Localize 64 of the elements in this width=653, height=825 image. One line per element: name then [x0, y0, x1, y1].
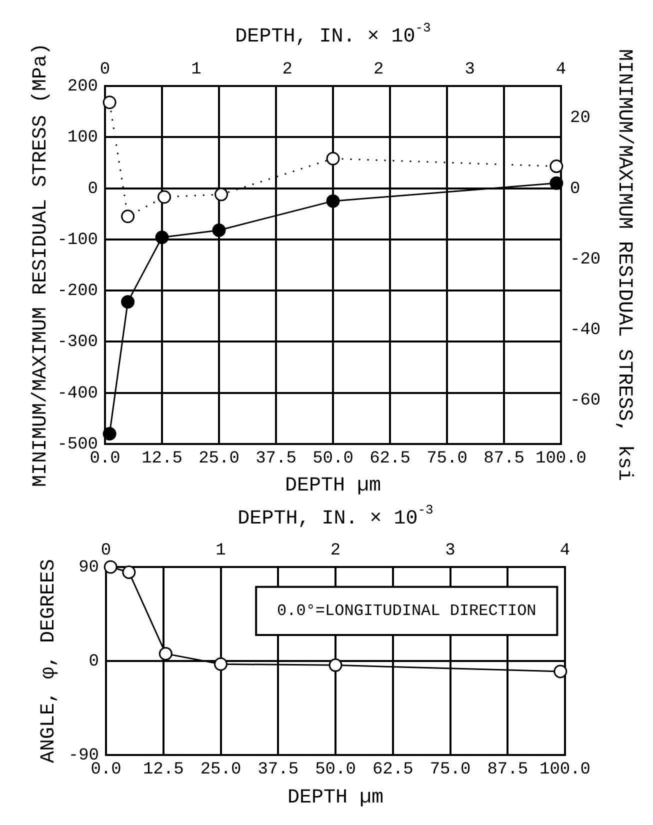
point	[326, 152, 340, 166]
x-tick-label: 12.5	[142, 450, 182, 469]
x-tick-label: 87.5	[487, 760, 528, 780]
point	[155, 230, 169, 244]
x-axis-title: DEPTH µm	[284, 474, 382, 498]
y-tick-label: 0	[88, 180, 98, 199]
x-tick-label: 25.0	[198, 450, 240, 469]
point	[121, 210, 135, 224]
x-tick-label: 62.5	[370, 450, 410, 469]
x2-tick-label: 2	[282, 60, 292, 80]
point	[214, 657, 228, 671]
y-tick-label: -100	[57, 230, 98, 250]
point	[104, 560, 118, 574]
x-tick-label: 37.5	[258, 760, 299, 780]
y2-axis-title: MINIMUM/MAXIMUM RESIDUAL STRESS, ksi	[612, 48, 636, 482]
y-tick-label: -400	[57, 384, 98, 404]
point	[102, 96, 116, 110]
x-tick-label: 62.5	[372, 760, 414, 780]
y2-tick-label: 20	[570, 109, 590, 128]
y2-tick-label: 0	[570, 180, 580, 199]
point	[550, 160, 564, 174]
x-tick-label: 50.0	[315, 760, 356, 780]
x2-tick-label: 3	[445, 541, 456, 560]
x-tick-label: 12.5	[142, 760, 184, 780]
x-tick-label: 25.0	[200, 760, 242, 780]
y-tick-label: -200	[57, 282, 98, 302]
x2-tick-label: 2	[330, 541, 341, 560]
x2-tick-label: 0	[100, 541, 112, 560]
y-axis-title: ANGLE, φ, DEGREES	[37, 558, 60, 764]
y-tick-label: 100	[67, 128, 98, 148]
x-tick-label: 75.0	[426, 450, 468, 469]
x-tick-label: 100.0	[539, 760, 591, 780]
x-axis-title: DEPTH µm	[287, 786, 384, 810]
x-tick-label: 75.0	[430, 760, 471, 780]
point	[554, 664, 568, 678]
point	[550, 176, 564, 190]
x2-tick-label: 2	[374, 60, 384, 80]
y2-tick-label: -60	[570, 391, 601, 410]
point	[158, 646, 172, 660]
x2-tick-label: 4	[560, 541, 570, 560]
point	[212, 223, 226, 237]
x2-tick-label: 1	[191, 60, 202, 80]
y2-tick-label: -40	[570, 320, 601, 340]
point	[122, 565, 136, 579]
y2-tick-label: -20	[570, 250, 601, 270]
point	[102, 427, 116, 441]
point	[121, 295, 135, 309]
y-tick-label: 90	[78, 558, 99, 578]
y-tick-label: 200	[67, 78, 98, 96]
x-tick-label: 50.0	[312, 450, 354, 469]
x-tick-label: 100.0	[535, 450, 587, 469]
point	[158, 190, 172, 204]
x2-tick-label: 1	[216, 541, 226, 560]
point	[326, 194, 340, 208]
x2-tick-label: 4	[556, 60, 566, 80]
y-tick-label: -300	[57, 333, 98, 352]
x2-tick-label: 3	[464, 60, 475, 80]
y-tick-label: 0	[88, 652, 99, 672]
y-axis-title: MINIMUM/MAXIMUM RESIDUAL STRESS (MPa)	[29, 42, 52, 488]
point	[328, 658, 342, 672]
x-tick-label: 87.5	[484, 450, 524, 469]
x-tick-label: 37.5	[256, 450, 296, 469]
annotation: 0.0°=LONGITUDINAL DIRECTION	[277, 602, 536, 620]
point	[214, 188, 228, 202]
